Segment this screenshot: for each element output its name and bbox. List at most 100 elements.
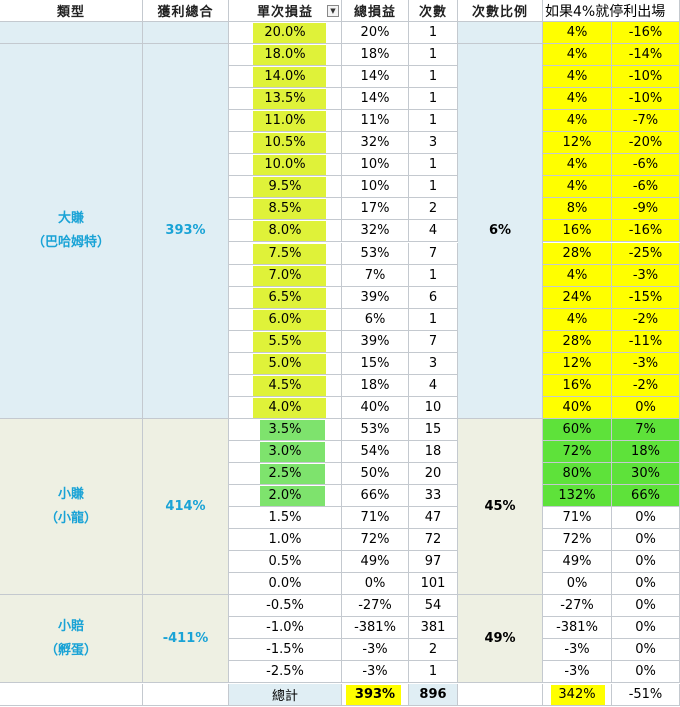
count-cell[interactable]: 3	[409, 132, 458, 155]
if-stop-diff-cell[interactable]: -3%	[612, 352, 680, 375]
total-pl-cell[interactable]: 7%	[342, 264, 409, 287]
footer-empty[interactable]	[143, 683, 229, 706]
total-pl-cell[interactable]: 71%	[342, 507, 409, 530]
header-profit-total[interactable]: 獲利總合	[143, 0, 229, 22]
header-if-stop[interactable]: 如果4%就停利出場	[543, 0, 680, 22]
header-count[interactable]: 次數	[409, 0, 458, 22]
if-stop-diff-cell[interactable]: -6%	[612, 176, 680, 199]
single-pl-cell[interactable]: -1.5%	[229, 639, 342, 662]
count-cell[interactable]: 1	[409, 66, 458, 89]
if-stop-diff-cell[interactable]: -7%	[612, 110, 680, 133]
if-stop-profit-cell[interactable]: 4%	[543, 176, 612, 199]
if-stop-profit-cell[interactable]: 49%	[543, 551, 612, 574]
if-stop-diff-cell[interactable]: 30%	[612, 463, 680, 486]
count-cell[interactable]: 15	[409, 418, 458, 441]
single-pl-cell[interactable]: 6.5%	[229, 286, 342, 309]
count-cell[interactable]: 381	[409, 617, 458, 640]
header-type[interactable]: 類型	[0, 0, 143, 22]
if-stop-diff-cell[interactable]: -10%	[612, 88, 680, 111]
if-stop-profit-cell[interactable]: 4%	[543, 308, 612, 331]
if-stop-diff-cell[interactable]: 0%	[612, 573, 680, 596]
total-pl-cell[interactable]: -381%	[342, 617, 409, 640]
count-cell[interactable]: 3	[409, 352, 458, 375]
if-stop-profit-cell[interactable]: 28%	[543, 242, 612, 265]
total-pl-cell[interactable]: 50%	[342, 463, 409, 486]
group-count-ratio[interactable]: 49%	[458, 595, 543, 684]
group-type-cell[interactable]: 小賠 （孵蛋）	[0, 595, 143, 684]
if-stop-profit-cell[interactable]: 4%	[543, 66, 612, 89]
single-pl-cell[interactable]: 5.0%	[229, 352, 342, 375]
header-count-ratio[interactable]: 次數比例	[458, 0, 543, 22]
single-pl-cell[interactable]: 2.5%	[229, 463, 342, 486]
if-stop-diff-cell[interactable]: 18%	[612, 440, 680, 463]
if-stop-diff-cell[interactable]: -16%	[612, 220, 680, 243]
count-cell[interactable]: 97	[409, 551, 458, 574]
if-stop-diff-cell[interactable]: -9%	[612, 198, 680, 221]
total-pl-cell[interactable]: 72%	[342, 529, 409, 552]
if-stop-diff-cell[interactable]: -2%	[612, 308, 680, 331]
if-stop-profit-cell[interactable]: 4%	[543, 110, 612, 133]
total-pl-cell[interactable]: 49%	[342, 551, 409, 574]
if-stop-diff-cell[interactable]: 0%	[612, 595, 680, 618]
total-pl-cell[interactable]: 40%	[342, 396, 409, 419]
if-stop-diff-cell[interactable]: 0%	[612, 529, 680, 552]
count-cell[interactable]: 72	[409, 529, 458, 552]
count-cell[interactable]: 1	[409, 44, 458, 67]
footer-if-stop-diff[interactable]: -51%	[612, 683, 680, 706]
single-pl-cell[interactable]: 8.5%	[229, 198, 342, 221]
if-stop-diff-cell[interactable]: -20%	[612, 132, 680, 155]
funnel-icon[interactable]: ▼	[327, 5, 339, 17]
count-cell[interactable]: 4	[409, 220, 458, 243]
count-cell[interactable]: 1	[409, 154, 458, 177]
single-pl-cell[interactable]: 7.0%	[229, 264, 342, 287]
count-cell[interactable]: 1	[409, 308, 458, 331]
single-pl-cell[interactable]: -1.0%	[229, 617, 342, 640]
count-cell[interactable]: 1	[409, 264, 458, 287]
single-pl-cell[interactable]: 3.0%	[229, 440, 342, 463]
if-stop-diff-cell[interactable]: 0%	[612, 551, 680, 574]
single-pl-cell[interactable]: 1.5%	[229, 507, 342, 530]
if-stop-diff-cell[interactable]: -15%	[612, 286, 680, 309]
single-pl-cell[interactable]: 3.5%	[229, 418, 342, 441]
single-pl-cell[interactable]: 5.5%	[229, 330, 342, 353]
count-cell[interactable]: 1	[409, 88, 458, 111]
if-stop-diff-cell[interactable]: -10%	[612, 66, 680, 89]
footer-empty[interactable]	[0, 683, 143, 706]
total-pl-cell[interactable]: 39%	[342, 286, 409, 309]
if-stop-diff-cell[interactable]: -14%	[612, 44, 680, 67]
group-profit-total[interactable]: -411%	[143, 595, 229, 684]
total-pl-cell[interactable]: -3%	[342, 661, 409, 684]
if-stop-diff-cell[interactable]: 66%	[612, 485, 680, 508]
total-pl-cell[interactable]: 54%	[342, 440, 409, 463]
if-stop-profit-cell[interactable]: 60%	[543, 418, 612, 441]
total-pl-cell[interactable]: 32%	[342, 132, 409, 155]
single-pl-cell[interactable]: 20.0%	[229, 22, 342, 45]
footer-empty[interactable]	[458, 683, 543, 706]
total-pl-cell[interactable]: 66%	[342, 485, 409, 508]
count-cell[interactable]: 7	[409, 330, 458, 353]
count-cell[interactable]: 2	[409, 639, 458, 662]
count-cell[interactable]: 10	[409, 396, 458, 419]
count-cell[interactable]: 47	[409, 507, 458, 530]
if-stop-profit-cell[interactable]: 40%	[543, 396, 612, 419]
if-stop-profit-cell[interactable]: 4%	[543, 264, 612, 287]
total-pl-cell[interactable]: 17%	[342, 198, 409, 221]
single-pl-cell[interactable]: -0.5%	[229, 595, 342, 618]
single-pl-cell[interactable]: -2.5%	[229, 661, 342, 684]
total-pl-cell[interactable]: 14%	[342, 66, 409, 89]
if-stop-diff-cell[interactable]: -25%	[612, 242, 680, 265]
total-pl-cell[interactable]: 10%	[342, 176, 409, 199]
group-count-ratio[interactable]: 45%	[458, 418, 543, 596]
if-stop-profit-cell[interactable]: 24%	[543, 286, 612, 309]
count-cell[interactable]: 1	[409, 22, 458, 45]
single-pl-cell[interactable]: 8.0%	[229, 220, 342, 243]
if-stop-profit-cell[interactable]: -3%	[543, 661, 612, 684]
single-pl-cell[interactable]: 11.0%	[229, 110, 342, 133]
group-count-ratio[interactable]: 6%	[458, 44, 543, 419]
footer-count[interactable]: 896	[409, 683, 458, 706]
single-pl-cell[interactable]: 0.5%	[229, 551, 342, 574]
total-pl-cell[interactable]: 10%	[342, 154, 409, 177]
total-pl-cell[interactable]: -27%	[342, 595, 409, 618]
total-pl-cell[interactable]: 15%	[342, 352, 409, 375]
if-stop-diff-cell[interactable]: -16%	[612, 22, 680, 45]
